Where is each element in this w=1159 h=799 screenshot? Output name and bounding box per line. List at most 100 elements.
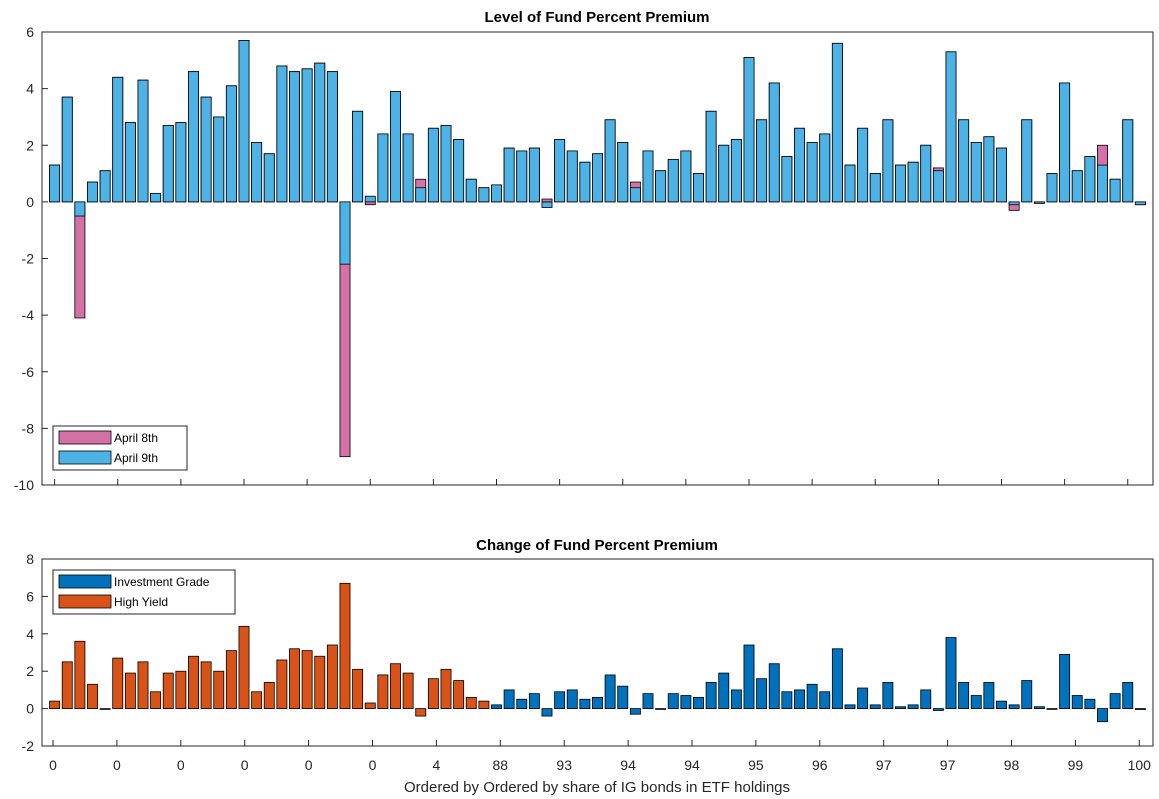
bar-april9 bbox=[1059, 82, 1071, 203]
bar-investment-grade bbox=[819, 691, 831, 710]
bar-investment-grade bbox=[592, 696, 603, 710]
bar-investment-grade bbox=[1046, 708, 1058, 710]
legend-label-april9: April 9th bbox=[114, 451, 158, 465]
bar-april9 bbox=[175, 122, 187, 203]
bar-april9 bbox=[844, 164, 856, 203]
x-tick-label: 0 bbox=[305, 757, 313, 773]
bar-april9 bbox=[983, 136, 995, 203]
bar-april9 bbox=[642, 150, 654, 203]
bar-april9 bbox=[213, 116, 225, 203]
bar-april9 bbox=[491, 184, 502, 203]
bar-april9 bbox=[289, 71, 300, 203]
bar-april9 bbox=[352, 110, 364, 203]
legend-label-high-yield: High Yield bbox=[114, 595, 168, 609]
bar-april9 bbox=[958, 119, 970, 203]
bar-high-yield bbox=[188, 655, 199, 709]
y-tick-label: 6 bbox=[26, 588, 34, 604]
bar-april9 bbox=[465, 178, 477, 203]
x-tick-label: 97 bbox=[876, 757, 892, 773]
x-tick-label: 0 bbox=[369, 757, 377, 773]
bar-april9 bbox=[819, 133, 831, 203]
bar-high-yield bbox=[465, 696, 477, 710]
y-tick-label: 2 bbox=[26, 663, 34, 679]
y-tick-label: 2 bbox=[26, 137, 34, 153]
change-bars bbox=[49, 582, 1146, 723]
change-legend: Investment Grade High Yield bbox=[52, 569, 236, 615]
change-x-ticks: 0 0 0 0 0 0 4 88 93 94 94 95 96 97 97 98 99 100 bbox=[49, 740, 1151, 773]
bar-april9 bbox=[162, 125, 174, 203]
bar-high-yield bbox=[238, 625, 250, 710]
bar-high-yield bbox=[301, 650, 313, 710]
bar-investment-grade bbox=[869, 704, 881, 709]
level-y-ticks: 6 4 2 0 -2 -4 -6 -8 -10 bbox=[14, 24, 1129, 493]
y-tick-label: -10 bbox=[14, 477, 34, 493]
bar-april9 bbox=[1008, 201, 1020, 206]
bar-april9 bbox=[996, 147, 1007, 203]
bar-investment-grade bbox=[730, 689, 742, 710]
bar-april9 bbox=[124, 122, 136, 203]
bar-april9 bbox=[99, 170, 111, 203]
bar-high-yield bbox=[478, 700, 490, 709]
bar-april9 bbox=[390, 91, 401, 203]
x-tick-label: 98 bbox=[1004, 757, 1020, 773]
bar-april9 bbox=[655, 170, 667, 203]
x-tick-label: 0 bbox=[241, 757, 249, 773]
x-tick-label: 100 bbox=[1128, 757, 1152, 773]
bar-april9 bbox=[415, 187, 427, 203]
bar-april9 bbox=[907, 161, 919, 203]
bar-april9 bbox=[554, 139, 566, 203]
bar-high-yield bbox=[339, 582, 351, 709]
legend-label-investment-grade: Investment Grade bbox=[114, 575, 210, 589]
legend-swatch-april8 bbox=[58, 430, 112, 445]
bar-april9 bbox=[882, 119, 894, 203]
bar-high-yield bbox=[112, 657, 124, 709]
bar-april9 bbox=[693, 173, 704, 203]
bar-high-yield bbox=[364, 702, 376, 709]
y-tick-label: -2 bbox=[22, 251, 35, 267]
bar-investment-grade bbox=[693, 696, 704, 710]
change-x-axis-label: Ordered by Ordered by share of IG bonds … bbox=[404, 779, 790, 796]
bar-high-yield bbox=[427, 678, 439, 709]
bar-april9 bbox=[705, 110, 717, 203]
bar-high-yield bbox=[162, 672, 174, 710]
bar-investment-grade bbox=[958, 682, 970, 709]
bar-investment-grade bbox=[920, 689, 932, 710]
bar-investment-grade bbox=[528, 693, 540, 710]
bar-april9 bbox=[806, 142, 818, 203]
bar-april9 bbox=[743, 57, 755, 203]
bar-april9 bbox=[541, 201, 553, 208]
bar-investment-grade bbox=[1059, 653, 1071, 709]
x-tick-label: 99 bbox=[1068, 757, 1084, 773]
bar-april9 bbox=[225, 85, 237, 203]
y-tick-label: -4 bbox=[22, 307, 35, 323]
y-tick-label: -6 bbox=[22, 364, 35, 380]
bar-april9 bbox=[895, 164, 906, 203]
bar-april9 bbox=[1097, 164, 1108, 203]
bar-investment-grade bbox=[617, 685, 629, 709]
bar-high-yield bbox=[402, 672, 414, 710]
bar-april9 bbox=[87, 181, 98, 203]
bar-april9 bbox=[1084, 156, 1096, 203]
level-chart-axes: Level of Fund Percent Premium 6 4 2 0 -2 -4 -6… bbox=[14, 9, 1154, 493]
bar-investment-grade bbox=[857, 687, 869, 710]
bar-investment-grade bbox=[503, 689, 515, 710]
bar-investment-grade bbox=[996, 700, 1007, 709]
bar-investment-grade bbox=[831, 648, 843, 710]
level-bars bbox=[49, 40, 1146, 458]
bar-april9 bbox=[592, 153, 603, 203]
bar-april9 bbox=[1134, 201, 1146, 206]
bar-investment-grade bbox=[781, 691, 793, 710]
bar-high-yield bbox=[99, 708, 111, 710]
bar-high-yield bbox=[49, 700, 61, 709]
x-tick-label: 94 bbox=[620, 757, 636, 773]
bar-high-yield bbox=[200, 661, 212, 709]
bar-high-yield bbox=[87, 683, 98, 709]
bar-investment-grade bbox=[516, 698, 528, 710]
bar-april9 bbox=[617, 142, 629, 203]
bar-investment-grade bbox=[1071, 695, 1083, 710]
bar-investment-grade bbox=[579, 698, 591, 710]
bar-investment-grade bbox=[1097, 708, 1108, 723]
bar-april9 bbox=[970, 142, 982, 203]
bar-april9 bbox=[945, 51, 957, 203]
